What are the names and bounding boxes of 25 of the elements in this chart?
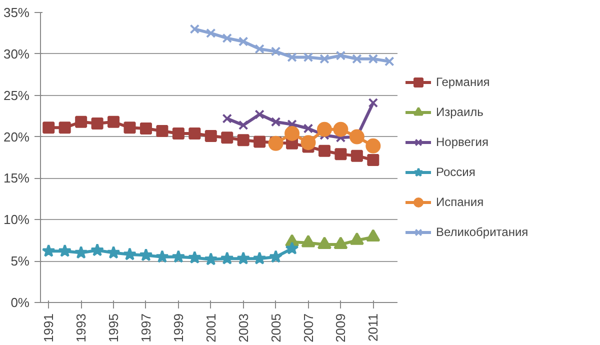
- x-tick-label: 1993: [74, 314, 89, 342]
- x-tick-label: 2003: [236, 314, 251, 342]
- x-tick-label: 1999: [170, 314, 186, 342]
- x-tick-label: 2001: [203, 314, 218, 342]
- x-tick-label: 2005: [268, 314, 284, 342]
- legend-label: Испания: [436, 195, 484, 209]
- x-tick-label: 1997: [138, 314, 154, 342]
- legend-label: Германия: [436, 75, 490, 89]
- y-tick-label: 20%: [3, 129, 30, 144]
- y-tick-label: 10%: [3, 212, 30, 228]
- legend-label: Норвегия: [436, 135, 489, 149]
- x-tick-label: 2011: [366, 313, 381, 342]
- legend-label: Великобритания: [436, 225, 528, 239]
- y-tick-label: 25%: [3, 88, 30, 103]
- legend-label: Израиль: [436, 105, 484, 119]
- y-tick-label: 15%: [3, 170, 30, 186]
- y-tick-label: 35%: [3, 5, 30, 20]
- y-tick-label: 5%: [10, 254, 30, 269]
- x-tick-label: 1995: [106, 314, 122, 342]
- y-tick-label: 30%: [3, 46, 30, 62]
- legend-label: Россия: [436, 165, 476, 179]
- x-tick-label: 1991: [41, 314, 56, 342]
- x-tick-label: 2007: [300, 314, 316, 342]
- x-tick-label: 2009: [333, 314, 348, 342]
- y-tick-label: 0%: [10, 295, 30, 310]
